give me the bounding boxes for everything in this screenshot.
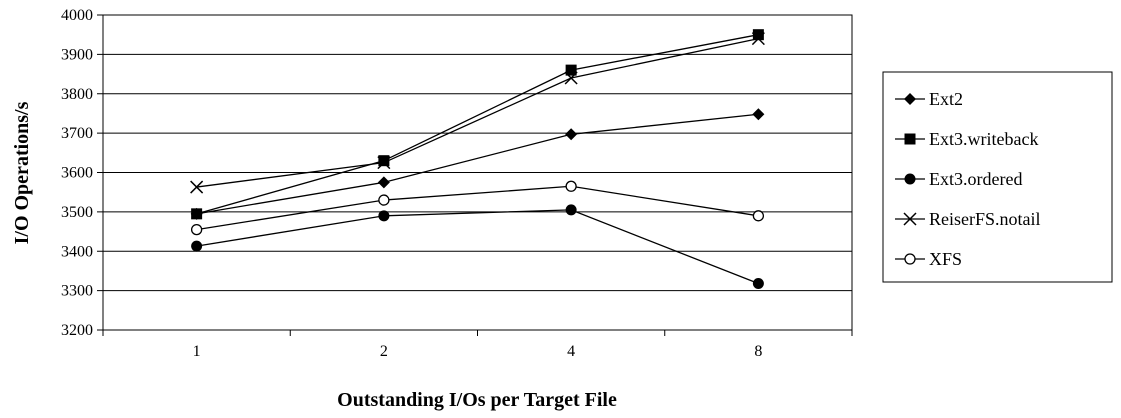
series-line-xfs: [196, 185, 759, 231]
data-point-ext3-ordered: [752, 278, 764, 290]
data-point-xfs: [378, 194, 390, 206]
y-tick-label: 3800: [61, 86, 93, 103]
data-point-xfs: [752, 210, 765, 222]
y-tick-label: 3200: [61, 322, 93, 339]
series-group: [190, 29, 765, 290]
legend-marker-ext3-writeback: [904, 133, 916, 145]
grid-lines: [103, 14, 852, 331]
legend-label: XFS: [929, 249, 962, 269]
legend-label: Ext3.writeback: [929, 129, 1038, 149]
data-point-ext2: [377, 176, 390, 189]
legend: Ext2 Ext3.writeback Ext3.ordered ReiserFS.n…: [882, 71, 1113, 283]
legend-marker-ext3-ordered: [904, 173, 916, 185]
data-point-reiserfs-notail: [377, 156, 391, 170]
y-axis-title: I/O Operations/s: [11, 101, 33, 244]
y-tick-label: 3500: [61, 204, 93, 221]
x-axis-title: Outstanding I/Os per Target File: [337, 389, 617, 411]
y-tick-label: 3700: [61, 125, 93, 142]
y-tick-label: 3600: [61, 165, 93, 182]
x-tick-label: 2: [380, 343, 388, 360]
y-axis-ticks: 3200 3300 3400 3500 3600 3700 3800 3900 4000: [61, 7, 103, 339]
y-tick-label: 3400: [61, 243, 93, 260]
y-tick-label: 4000: [61, 7, 93, 24]
data-point-xfs: [565, 180, 577, 192]
legend-marker-reiserfs-notail: [903, 212, 917, 226]
series-ext3-ordered: [191, 204, 764, 290]
data-point-reiserfs-notail: [190, 180, 204, 194]
legend-marker-ext2: [904, 93, 916, 105]
data-point-ext3-ordered: [191, 240, 203, 252]
data-point-ext3-writeback: [191, 208, 203, 220]
series-reiserfs-notail: [190, 32, 765, 194]
data-point-reiserfs-notail: [564, 71, 578, 85]
series-line-ext2: [196, 113, 759, 215]
data-point-ext2: [752, 108, 765, 121]
data-point-reiserfs-notail: [751, 32, 765, 46]
legend-item-ext3-writeback: Ext3.writeback: [895, 129, 1038, 149]
series-line-ext3-writeback: [196, 34, 759, 215]
x-tick-label: 4: [567, 343, 575, 360]
series-ext3-writeback: [191, 29, 764, 220]
legend-item-ext2: Ext2: [895, 89, 963, 109]
legend-label: Ext3.ordered: [929, 169, 1022, 189]
data-point-ext2: [565, 128, 578, 141]
series-xfs: [190, 180, 765, 236]
legend-marker-xfs: [904, 253, 916, 265]
legend-label: ReiserFS.notail: [929, 209, 1041, 229]
data-point-ext3-writeback: [752, 29, 764, 41]
data-point-ext3-ordered: [378, 210, 390, 222]
x-axis-ticks: 1 2 4 8: [102, 330, 853, 360]
x-tick-label: 1: [193, 343, 201, 360]
legend-box: [882, 71, 1113, 283]
x-tick-label: 8: [754, 343, 762, 360]
y-tick-label: 3300: [61, 283, 93, 300]
data-point-ext3-ordered: [565, 204, 577, 216]
data-point-ext3-writeback: [565, 64, 577, 76]
data-point-ext3-writeback: [378, 155, 390, 167]
legend-item-reiserfs-notail: ReiserFS.notail: [895, 209, 1041, 229]
legend-item-ext3-ordered: Ext3.ordered: [895, 169, 1022, 189]
series-line-ext3-ordered: [196, 209, 759, 285]
legend-item-xfs: XFS: [895, 249, 962, 269]
series-line-reiserfs-notail: [196, 37, 759, 188]
y-tick-label: 3900: [61, 46, 93, 63]
data-point-xfs: [190, 223, 203, 236]
legend-label: Ext2: [929, 89, 963, 109]
